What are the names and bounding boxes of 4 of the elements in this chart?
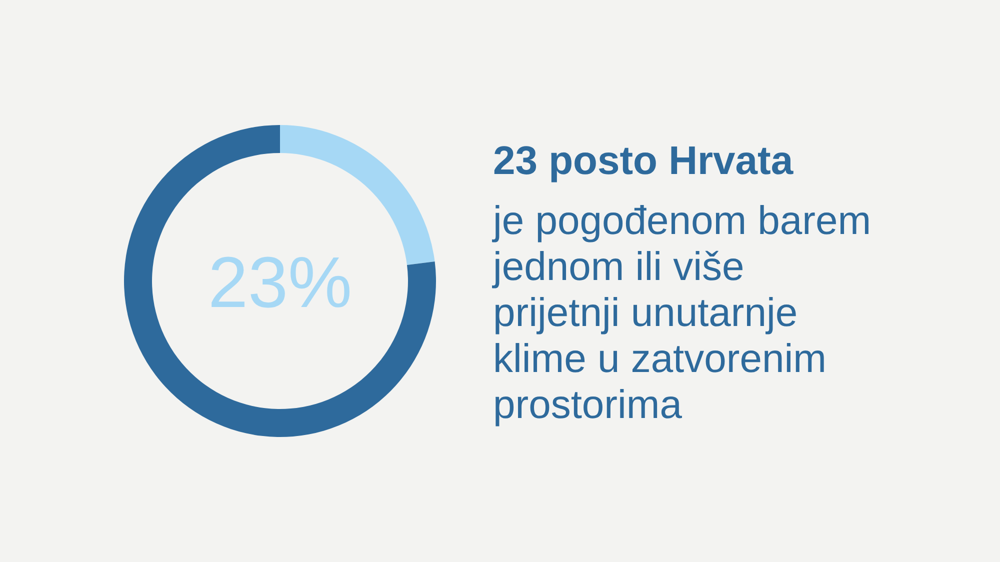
text: 23 posto Hrvata	[493, 139, 794, 183]
text: 23%	[208, 243, 352, 323]
donut-slice	[124, 125, 436, 437]
text: je pogođenom barem jednom ili više prijetnji unutarnje klime u zatvorenim prostorima	[492, 199, 872, 427]
